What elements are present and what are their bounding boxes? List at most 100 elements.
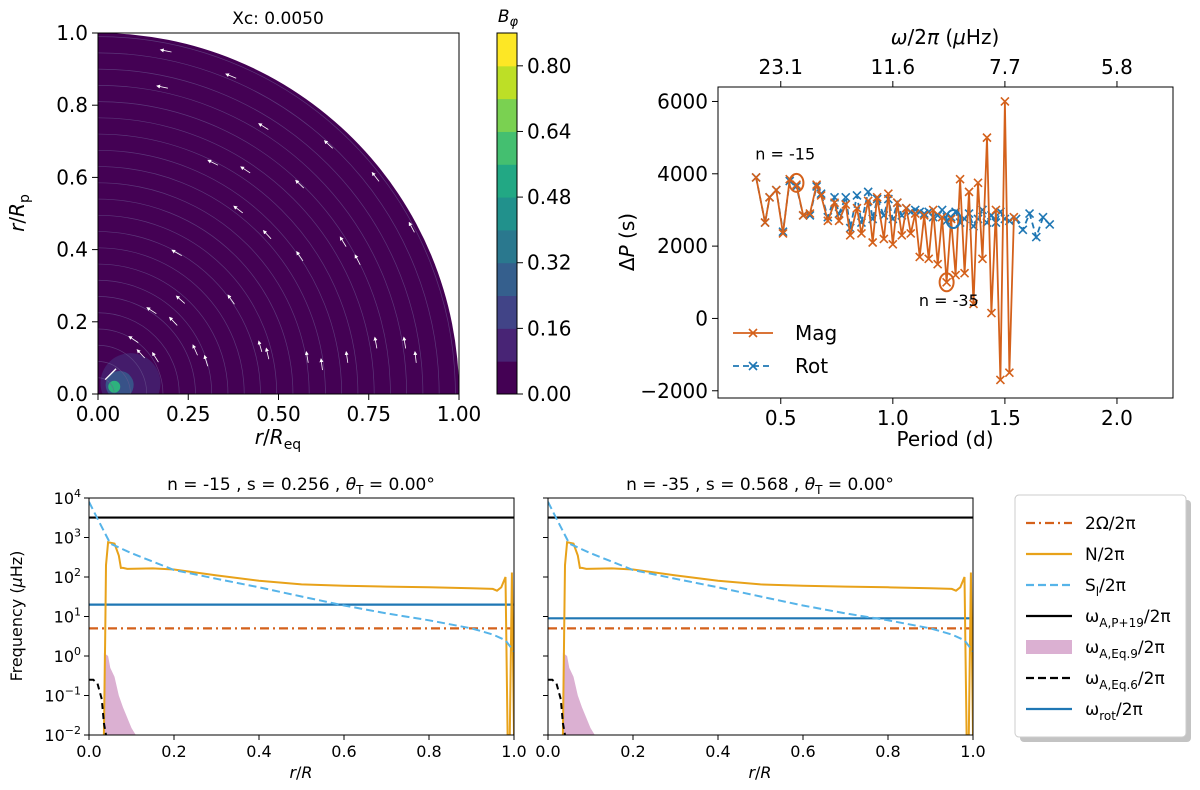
data-point-rot: [1018, 225, 1028, 235]
field-line: [98, 328, 164, 394]
field-line: [98, 263, 229, 394]
y-tick-label: 0.0: [56, 382, 88, 406]
x-tick-label: 0.0: [535, 742, 560, 761]
x-tick-label: 0.0: [76, 742, 101, 761]
field-line: [98, 166, 326, 394]
legend-label: ωA,P+19/2π: [1085, 607, 1171, 630]
data-point-rot: [852, 190, 862, 201]
top-tick-label: 23.1: [758, 55, 803, 79]
legend-marker: [748, 328, 758, 338]
colorbar-segment: [497, 33, 517, 67]
field-line: [98, 68, 424, 394]
period-xlabel: Period (d): [896, 427, 993, 451]
field-arrow: [203, 354, 209, 367]
field-arrow: [159, 48, 172, 53]
freq2-frame: [547, 497, 974, 736]
x-tick-label: 0.4: [705, 742, 730, 761]
colorbar-tick-label: 0.80: [527, 54, 572, 78]
data-point-mag: [991, 205, 1001, 215]
legend-label: Sl/2π: [1085, 576, 1126, 599]
field-arrow: [225, 73, 237, 79]
data-point-mag: [863, 196, 873, 206]
data-point-mag: [982, 133, 992, 143]
field-line: [98, 247, 245, 394]
x-tick-label: 0.00: [76, 402, 121, 426]
colorbar-segment: [497, 197, 517, 231]
field-arrow: [304, 351, 309, 363]
data-point-rot: [1038, 212, 1048, 222]
field-arrow: [192, 344, 198, 356]
y-tick-label: 0.6: [56, 165, 88, 189]
data-point-mag: [879, 234, 889, 244]
data-point-mag: [919, 210, 929, 220]
data-point-mag: [977, 254, 988, 264]
field-arrow: [258, 123, 269, 130]
y-tick-label: 104: [54, 487, 81, 508]
data-point-mag: [760, 218, 770, 228]
legend-label: N/2π: [1085, 545, 1125, 565]
field-arrow: [408, 221, 415, 233]
period-ylabel: ΔP (s): [615, 213, 639, 271]
y-tick-label: 0.2: [56, 310, 88, 334]
data-point-mag: [1009, 212, 1019, 222]
data-point-mag: [852, 203, 862, 213]
colorbar-segment: [497, 328, 517, 362]
colorbar-frame: [496, 32, 518, 395]
freq1-xlabel: r/R: [289, 763, 312, 782]
frequency-plot-n15: n = -15 , s = 0.256 , θT = 0.00° 0.0 0.2 0…: [7, 475, 527, 782]
legend-label: Mag: [795, 321, 837, 345]
core-arrow: [104, 368, 117, 381]
meridional-ylabel: r/Rp: [5, 194, 33, 232]
field-line: [98, 36, 456, 394]
core-glow-inner: [108, 380, 121, 393]
freq1-frame: [88, 497, 515, 736]
legend-label: Rot: [795, 354, 828, 378]
colorbar-segment: [497, 229, 517, 264]
freq2-title: n = -35 , s = 0.568 , θT = 0.00°: [626, 475, 894, 497]
data-point-mag: [901, 203, 911, 213]
data-point-mag: [959, 268, 970, 278]
field-line: [98, 279, 213, 394]
colorbar-segment: [497, 262, 517, 297]
y-tick-label: 0.4: [56, 238, 88, 262]
field-line: [98, 52, 440, 394]
data-point-mag: [910, 209, 920, 219]
field-arrow: [207, 159, 219, 166]
field-line: [98, 214, 278, 394]
y-tick-label: 100: [54, 645, 81, 666]
field-arrow: [262, 230, 272, 240]
lamb-frequency-curve: [89, 501, 514, 653]
data-point-rot: [805, 210, 815, 220]
field-arrow: [227, 294, 235, 305]
data-point-mag: [995, 375, 1005, 385]
x-tick-label: 1.5: [989, 406, 1021, 430]
data-point-mag: [798, 210, 808, 220]
data-point-mag: [791, 180, 802, 190]
mode-annotation: n = -15: [755, 144, 815, 163]
x-tick-label: 0.8: [875, 742, 900, 761]
y-tick-label: 102: [54, 566, 81, 587]
freq1-ylabel: Frequency (μHz): [7, 551, 26, 682]
data-point-mag: [845, 230, 855, 240]
meridional-plot: Xc: 0.0050 0.00 0.25 0.50 0.75 1.00 0.0 0.2 0.4…: [5, 9, 481, 453]
data-point-mag: [751, 172, 761, 182]
data-point-mag: [1000, 96, 1010, 107]
field-line: [98, 182, 310, 394]
quarter-disk: [98, 33, 459, 394]
field-line: [98, 133, 359, 394]
data-point-mag: [805, 209, 815, 219]
data-point-mag: [856, 228, 867, 239]
data-point-rot: [863, 187, 873, 197]
field-line: [98, 117, 375, 394]
mode-annotation: n = -35: [919, 291, 979, 310]
data-point-mag: [834, 216, 844, 226]
field-arrow: [168, 316, 178, 326]
colorbar-label: Bφ: [498, 7, 519, 30]
field-line: [98, 361, 131, 394]
period-top-xlabel: ω/2π (μHz): [891, 25, 1000, 49]
field-line: [98, 344, 148, 394]
brunt-vaisala-curve: [561, 540, 973, 735]
colorbar-segment: [497, 98, 517, 132]
field-arrow: [233, 205, 244, 214]
